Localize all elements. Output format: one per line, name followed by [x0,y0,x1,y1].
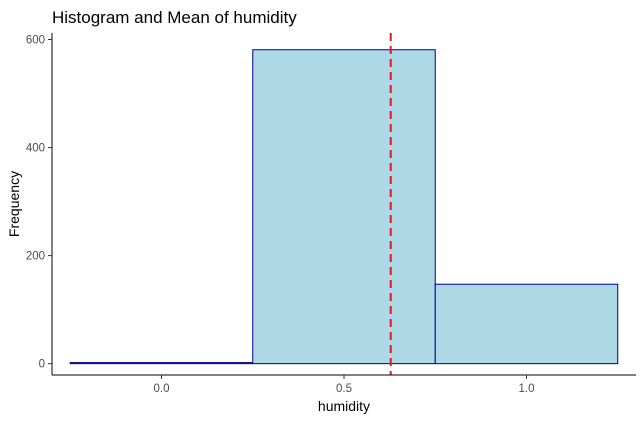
y-axis-title: Frequency [6,171,22,237]
x-axis-title: humidity [318,398,370,414]
histogram-bars [69,49,619,365]
y-tick-label: 0 [39,359,45,371]
y-axis-ticks: 0 200 400 600 [26,34,52,371]
y-tick-label: 200 [26,251,45,263]
histogram-bar-1 [252,49,436,365]
y-tick-label: 600 [26,34,45,46]
x-tick-label: 0.5 [336,383,352,395]
histogram-bar-0 [69,362,254,365]
x-axis-ticks: 0.0 0.5 1.0 [154,375,535,395]
x-tick-label: 0.0 [154,383,170,395]
x-tick-label: 1.0 [519,383,535,395]
y-tick-label: 400 [26,143,45,155]
histogram-bar-2 [434,283,619,365]
chart-title: Histogram and Mean of humidity [52,8,297,27]
